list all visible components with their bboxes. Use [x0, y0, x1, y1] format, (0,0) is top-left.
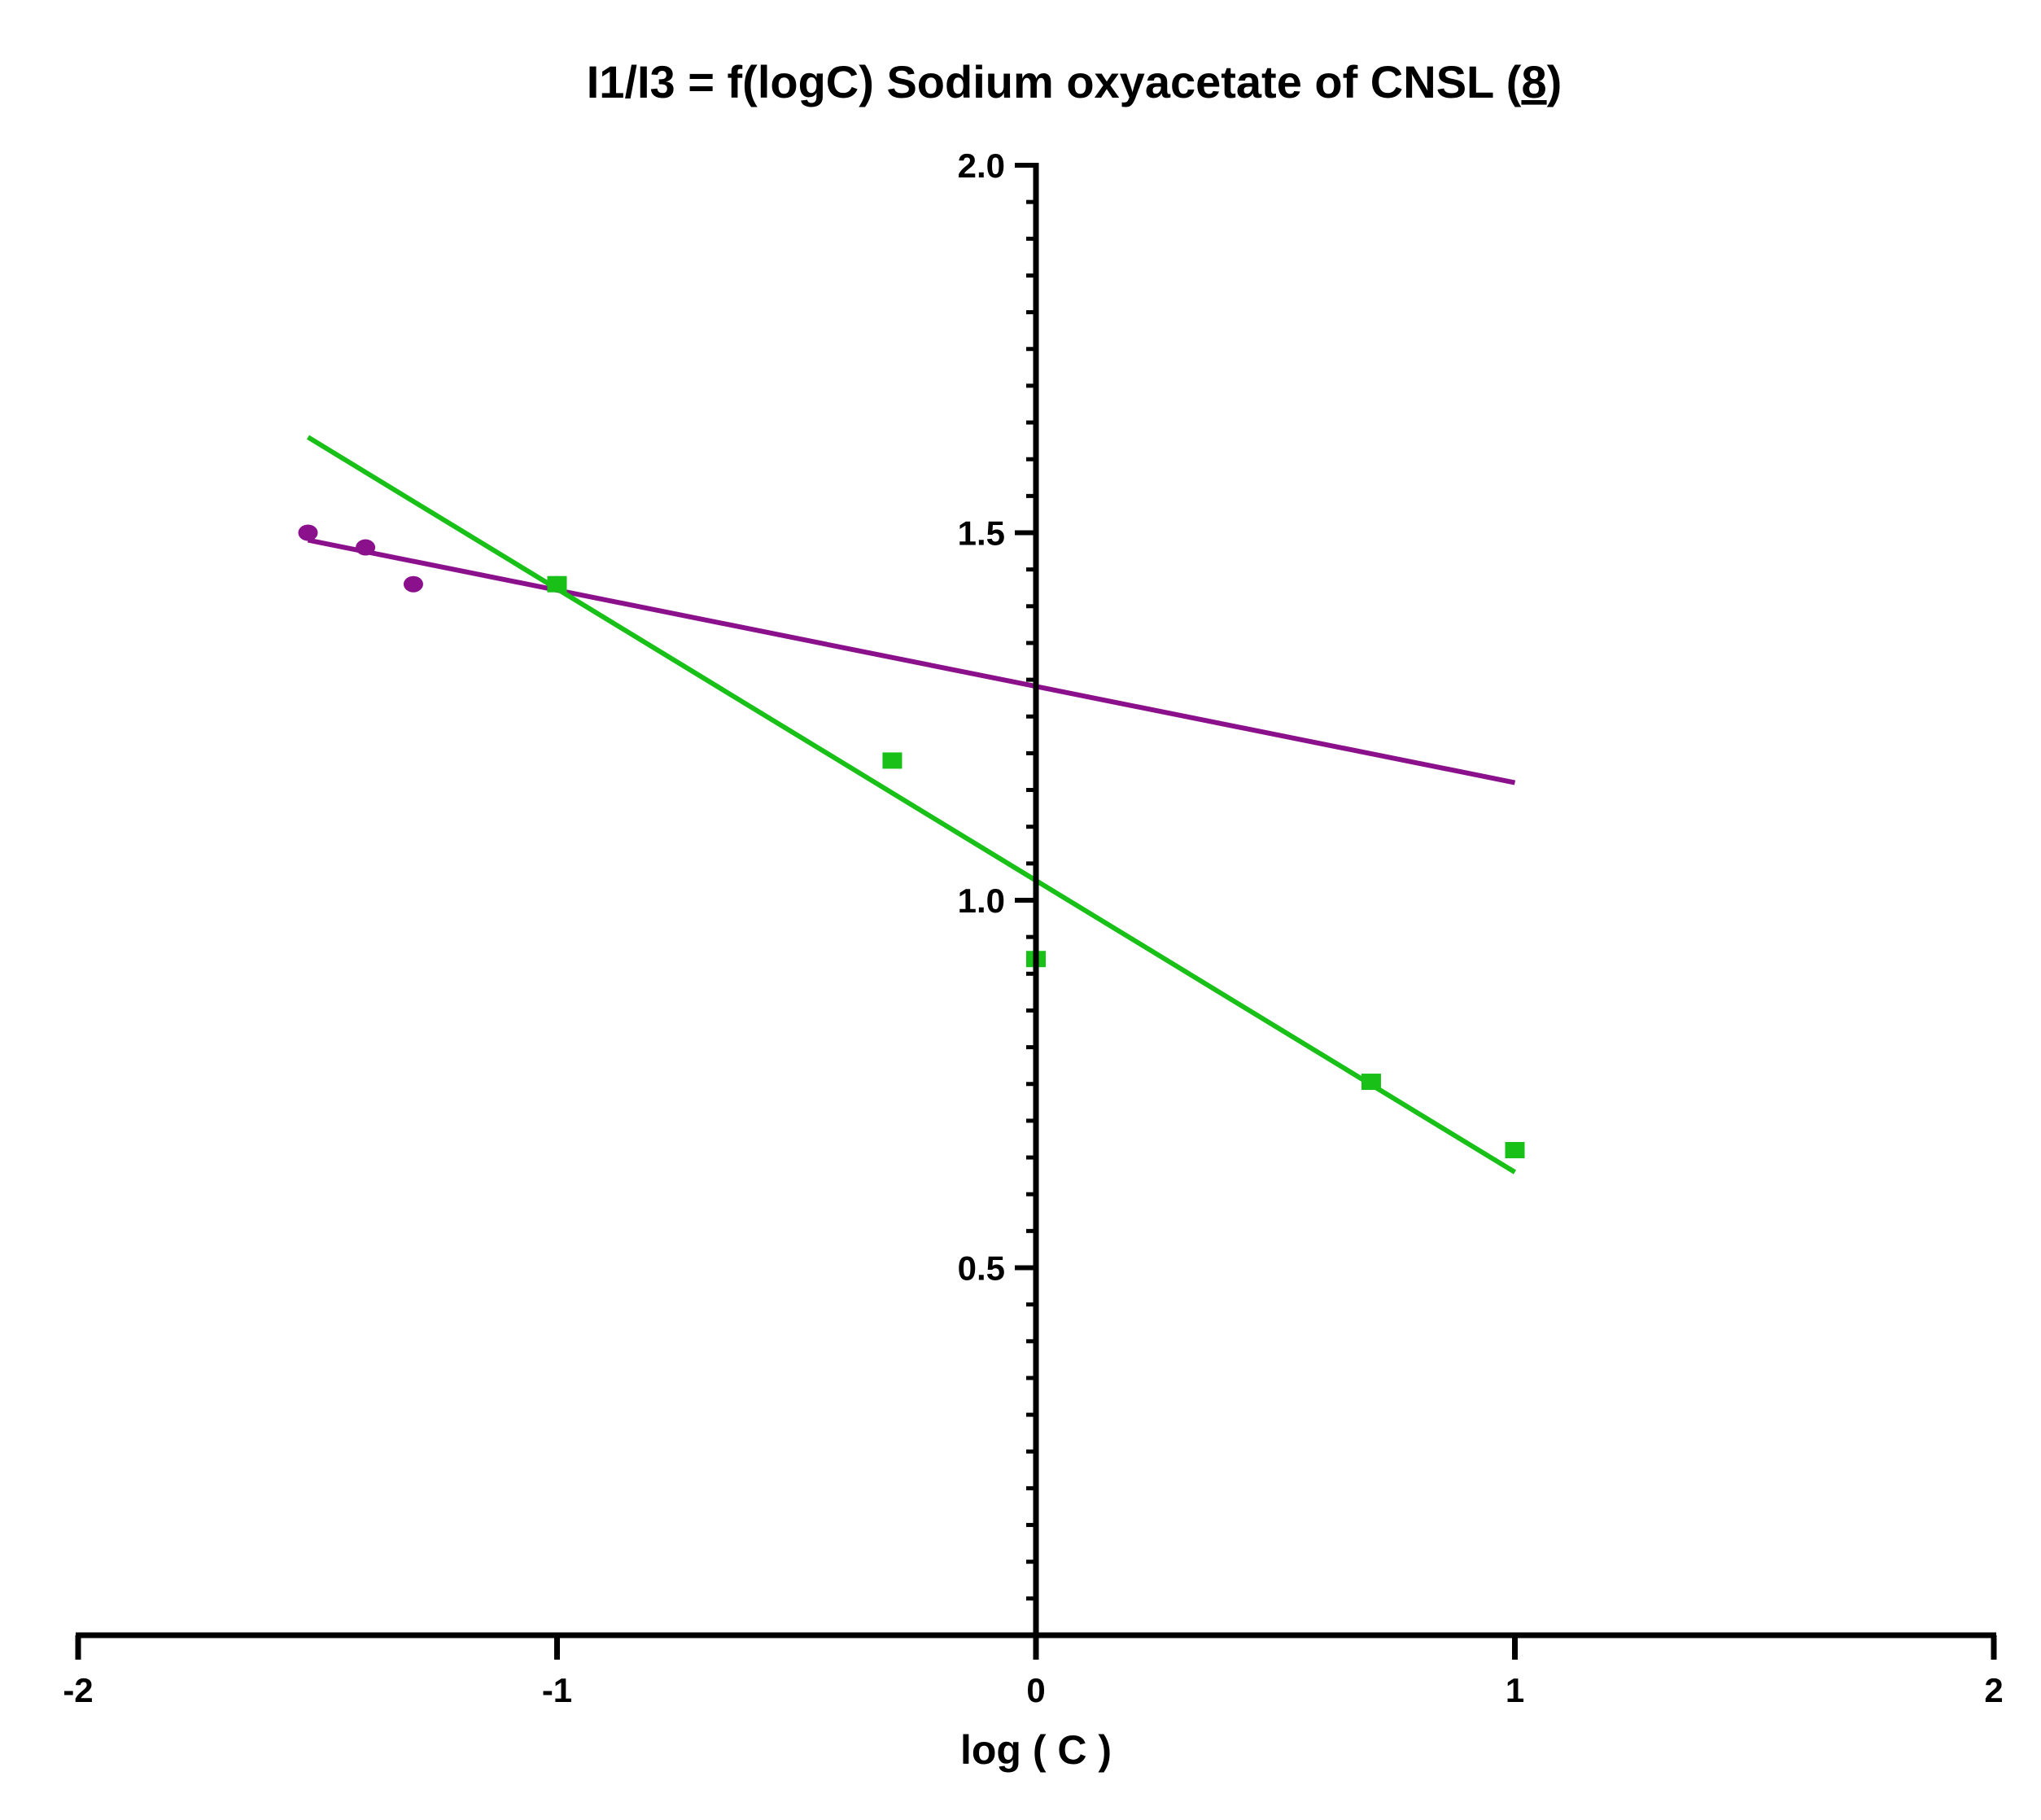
y-ticks: 0.5 1.0 1.5 2.0 — [958, 147, 1036, 1288]
x-tick-label: -2 — [63, 1671, 93, 1709]
x-tick-label: -1 — [542, 1671, 572, 1709]
data-point-green — [882, 752, 902, 769]
data-points — [298, 524, 1525, 1159]
x-tick-label: 1 — [1506, 1671, 1524, 1709]
y-tick-label: 2.0 — [958, 147, 1005, 185]
x-axis-label: log ( C ) — [960, 1727, 1112, 1773]
y-tick-label: 1.5 — [958, 514, 1005, 553]
fit-lines — [306, 435, 1517, 1175]
chart-title: I1/I3 = f(logC) Sodium oxyacetate of CNS… — [587, 56, 1562, 107]
x-ticks: -2 -1 0 1 2 — [63, 1635, 2004, 1709]
data-point-green — [547, 575, 567, 593]
data-point-green — [1505, 1142, 1525, 1159]
data-point-green — [1361, 1074, 1381, 1091]
y-tick-label: 1.0 — [958, 882, 1005, 920]
y-tick-label: 0.5 — [958, 1249, 1005, 1288]
x-tick-label: 0 — [1026, 1671, 1045, 1709]
x-tick-label: 2 — [1984, 1671, 2003, 1709]
fit-line-purple — [307, 537, 1516, 785]
data-point-purple — [356, 539, 376, 556]
data-point-purple — [298, 524, 318, 541]
fit-line-green — [306, 435, 1517, 1175]
data-point-purple — [403, 575, 423, 593]
